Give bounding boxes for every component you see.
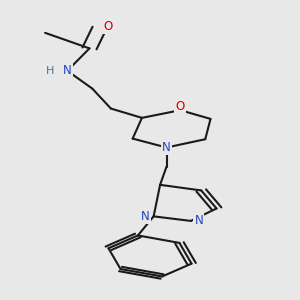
Text: N: N [194, 214, 203, 227]
Text: N: N [162, 141, 171, 154]
Text: O: O [104, 20, 113, 32]
Text: H: H [46, 66, 55, 76]
Text: N: N [141, 210, 150, 223]
Text: N: N [63, 64, 72, 77]
Text: O: O [176, 100, 185, 113]
